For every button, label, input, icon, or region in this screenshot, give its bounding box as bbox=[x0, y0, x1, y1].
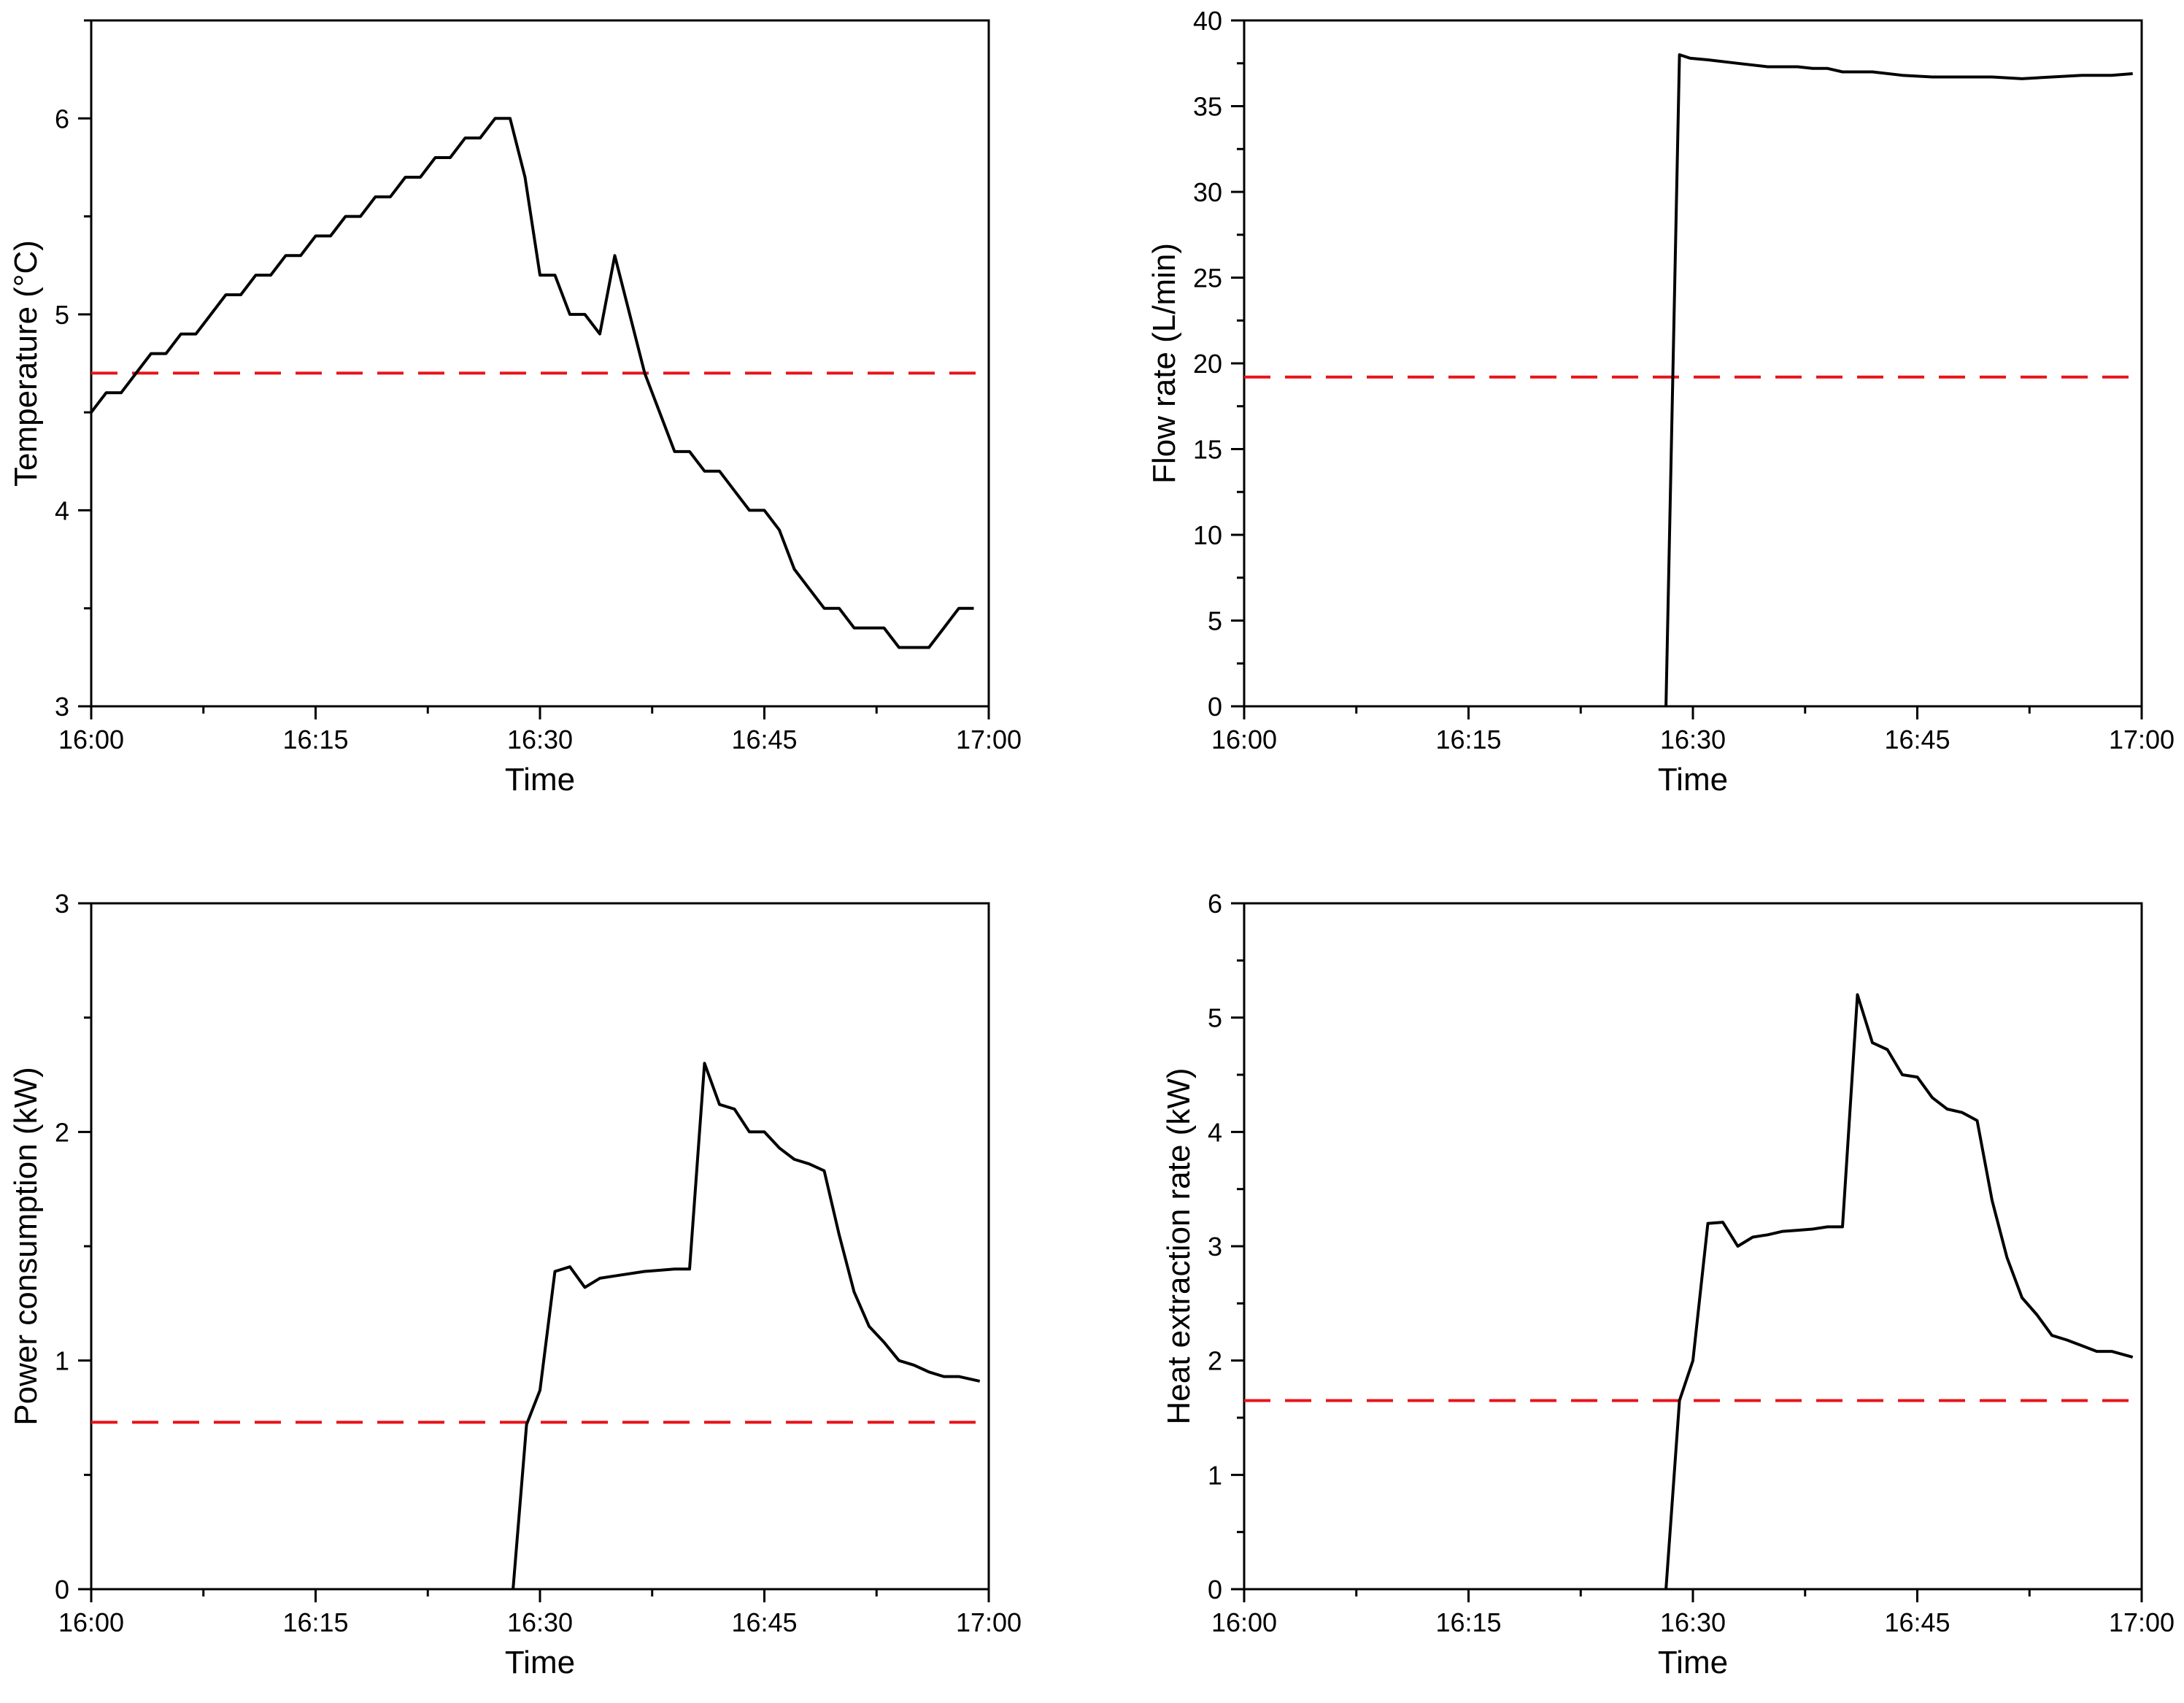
y-axis: 0 5 10 15 20 25 30 35 40 bbox=[1193, 6, 1244, 722]
y-axis-title: Power consumption (kW) bbox=[8, 1067, 44, 1425]
series-layer bbox=[512, 1062, 981, 1590]
x-axis: 16:00 16:15 16:30 16:45 17:00 bbox=[58, 706, 1022, 754]
series-layer bbox=[90, 117, 974, 649]
x-tick-label: 16:45 bbox=[731, 725, 797, 754]
y-tick-label: 20 bbox=[1193, 349, 1222, 379]
y-tick-label: 1 bbox=[55, 1346, 69, 1376]
x-tick-label: 16:15 bbox=[1435, 725, 1501, 754]
plot-frame bbox=[90, 19, 990, 708]
y-tick-label: 1 bbox=[1208, 1460, 1222, 1490]
x-tick-label: 16:00 bbox=[58, 1607, 124, 1637]
series-line bbox=[1664, 53, 2133, 707]
x-tick-label: 16:00 bbox=[58, 725, 124, 754]
y-tick-label: 30 bbox=[1193, 177, 1222, 207]
series-layer bbox=[1664, 53, 2133, 707]
y-axis-title: Heat extraction rate (kW) bbox=[1161, 1067, 1197, 1424]
x-tick-label: 16:00 bbox=[1211, 725, 1277, 754]
chart-temperature: 16:00 16:15 16:30 16:45 17:00 3 4 5 6 Time Temp… bbox=[8, 19, 1022, 798]
y-tick-label: 5 bbox=[1208, 1003, 1222, 1033]
x-axis-title: Time bbox=[1658, 762, 1728, 798]
y-axis: 0 1 2 3 bbox=[55, 889, 91, 1604]
plot-frame bbox=[1243, 902, 2143, 1591]
series-line bbox=[1664, 993, 2134, 1590]
y-tick-label: 5 bbox=[55, 300, 69, 330]
x-tick-label: 17:00 bbox=[2109, 725, 2175, 754]
series-line bbox=[90, 117, 974, 649]
x-tick-label: 17:00 bbox=[956, 1607, 1022, 1637]
x-tick-label: 16:30 bbox=[1660, 1607, 1726, 1637]
x-tick-label: 16:45 bbox=[731, 1607, 797, 1637]
y-tick-label: 4 bbox=[55, 495, 69, 525]
series-line bbox=[512, 1062, 981, 1590]
x-tick-label: 16:15 bbox=[282, 1607, 348, 1637]
x-axis: 16:00 16:15 16:30 16:45 17:00 bbox=[58, 1589, 1022, 1637]
x-tick-label: 16:00 bbox=[1211, 1607, 1277, 1637]
x-axis-title: Time bbox=[1658, 1645, 1728, 1680]
y-axis: 3 4 5 6 bbox=[55, 19, 91, 722]
y-tick-label: 0 bbox=[1208, 692, 1222, 722]
y-tick-label: 0 bbox=[55, 1575, 69, 1604]
x-tick-label: 16:45 bbox=[1884, 725, 1950, 754]
x-tick-label: 16:45 bbox=[1884, 1607, 1950, 1637]
x-tick-label: 16:30 bbox=[507, 725, 573, 754]
y-tick-label: 25 bbox=[1193, 263, 1222, 293]
x-axis: 16:00 16:15 16:30 16:45 17:00 bbox=[1211, 1589, 2175, 1637]
y-tick-label: 6 bbox=[1208, 889, 1222, 919]
x-axis-title: Time bbox=[505, 762, 575, 798]
y-tick-label: 35 bbox=[1193, 92, 1222, 122]
x-axis-title: Time bbox=[505, 1645, 575, 1680]
x-tick-label: 16:15 bbox=[1435, 1607, 1501, 1637]
chart-flow-rate: 16:00 16:15 16:30 16:45 17:00 0 5 10 15 20 25 30 35… bbox=[1146, 6, 2175, 798]
y-tick-label: 2 bbox=[1208, 1346, 1222, 1376]
y-tick-label: 0 bbox=[1208, 1575, 1222, 1604]
x-axis: 16:00 16:15 16:30 16:45 17:00 bbox=[1211, 706, 2175, 754]
x-tick-label: 16:30 bbox=[1660, 725, 1726, 754]
x-tick-label: 16:30 bbox=[507, 1607, 573, 1637]
plot-frame bbox=[1243, 19, 2143, 708]
y-tick-label: 6 bbox=[55, 104, 69, 134]
y-tick-label: 40 bbox=[1193, 6, 1222, 36]
y-tick-label: 2 bbox=[55, 1117, 69, 1147]
x-tick-label: 17:00 bbox=[2109, 1607, 2175, 1637]
y-tick-label: 3 bbox=[55, 692, 69, 722]
y-tick-label: 3 bbox=[1208, 1232, 1222, 1262]
chart-power-consumption: 16:00 16:15 16:30 16:45 17:00 0 1 2 3 Time Powe… bbox=[8, 889, 1022, 1680]
y-axis: 0 1 2 3 4 5 6 bbox=[1208, 889, 1244, 1604]
plot-frame bbox=[90, 902, 990, 1591]
y-axis-title: Flow rate (L/min) bbox=[1146, 243, 1182, 484]
chart-heat-extraction-rate: 16:00 16:15 16:30 16:45 17:00 0 1 2 3 4 5 6 Time H… bbox=[1161, 889, 2175, 1680]
y-tick-label: 4 bbox=[1208, 1117, 1222, 1147]
y-tick-label: 5 bbox=[1208, 606, 1222, 636]
y-axis-title: Temperature (°C) bbox=[8, 240, 44, 487]
series-layer bbox=[1664, 993, 2134, 1590]
y-tick-label: 15 bbox=[1193, 435, 1222, 465]
x-tick-label: 16:15 bbox=[282, 725, 348, 754]
y-tick-label: 3 bbox=[55, 889, 69, 919]
x-tick-label: 17:00 bbox=[956, 725, 1022, 754]
y-tick-label: 10 bbox=[1193, 520, 1222, 550]
